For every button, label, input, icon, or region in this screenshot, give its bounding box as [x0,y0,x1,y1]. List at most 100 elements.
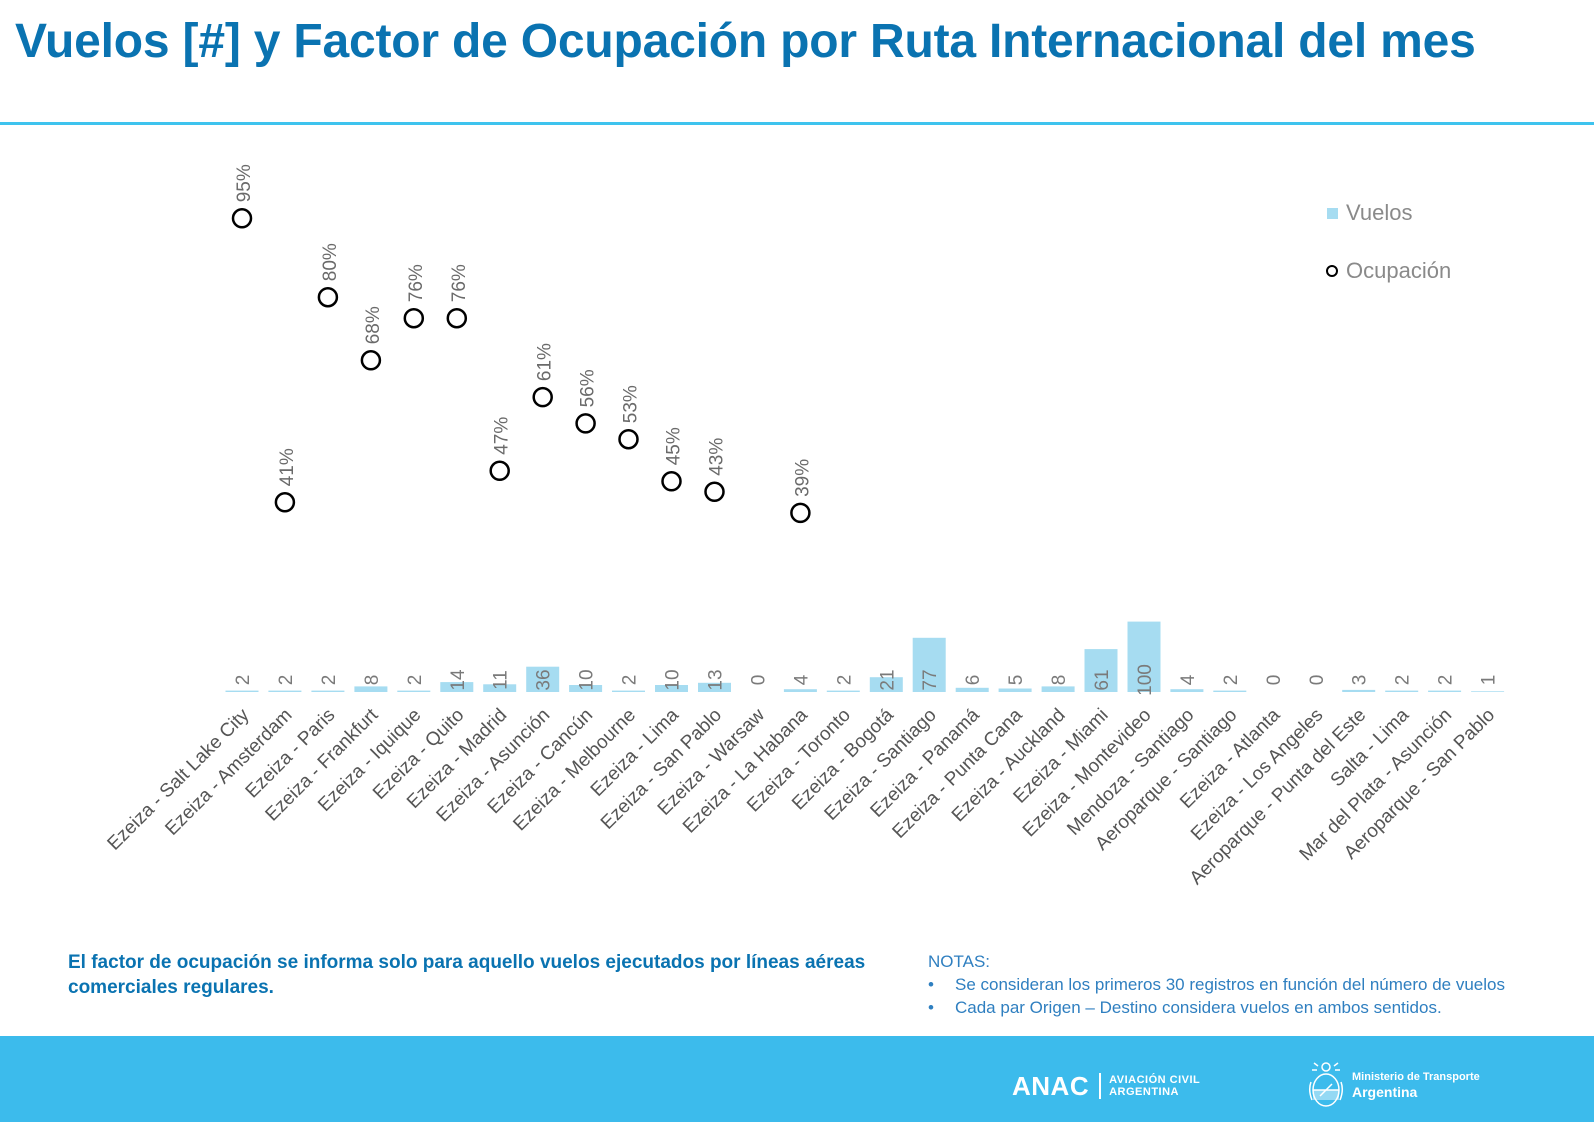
bar-vuelos [1342,689,1376,692]
footer-band [0,1036,1594,1122]
bar-vuelos [698,682,731,692]
bar-vuelos [655,685,688,692]
bar-value-label: 21 [877,669,898,690]
bar-value-label: 2 [1221,675,1242,686]
ministerio-text: Ministerio de Transporte Argentina [1352,1070,1480,1101]
point-ocupacion [446,307,468,329]
bar-vuelos [311,690,345,692]
vuelos-value-labels: 2 2 2 8 2 14 11 36 10 2 10 13 0 4 2 21 77 6 5 8 61 100 4 2 0 0 3 2 2… [233,664,1500,696]
bar-value-label: 2 [233,675,254,686]
point-value-label: 56% [578,369,599,407]
bar-vuelos [1471,691,1505,692]
bar-vuelos [569,685,603,692]
bar-vuelos [1041,686,1075,692]
bar-value-label: 14 [448,669,469,691]
point-ocupacion [704,481,725,503]
point-value-label: 47% [492,417,513,455]
bar-vuelos [483,684,517,692]
bar-value-label: 8 [1049,675,1070,686]
bar-value-label: 13 [706,669,727,690]
bar-value-label: 8 [362,675,383,686]
bar-value-label: 0 [1307,675,1328,686]
point-value-label: 80% [320,243,341,281]
bar-value-label: 0 [748,675,769,686]
bar-value-label: 61 [1092,669,1113,690]
bar-vuelos [1084,649,1118,692]
bar-value-label: 4 [1178,674,1199,685]
bar-value-label: 36 [534,669,555,690]
bar-value-label: 6 [963,675,984,686]
bar-value-label: 4 [791,674,812,685]
notes-list: • Se consideran los primeros 30 registros… [928,973,1588,1019]
bar-value-label: 2 [1436,675,1457,686]
anac-wordmark: ANAC [1012,1070,1090,1101]
coat-of-arms-icon [1308,1062,1344,1107]
bar-value-label: 0 [1264,675,1285,686]
bar-vuelos [268,690,302,692]
ministerio-logo: Ministerio de Transporte Argentina [1308,1060,1480,1110]
bar-value-label: 2 [1393,675,1414,686]
notes: NOTAS: • Se consideran los primeros 30 re… [928,950,1588,1019]
legend-label-ocupacion: Ocupación [1346,258,1451,283]
bar-vuelos [912,637,946,692]
bar-vuelos [1170,689,1204,692]
point-value-label: 76% [449,264,470,302]
anac-subtitle: AVIACIÓN CIVIL ARGENTINA [1109,1074,1201,1098]
legend-label-vuelos: Vuelos [1346,200,1412,225]
title-divider [0,122,1594,125]
bar-value-label: 10 [577,669,598,690]
note-item: • Se consideran los primeros 30 registros… [928,975,1505,994]
bar-value-label: 11 [491,670,512,690]
bar-vuelos [826,690,860,692]
bar-value-label: 3 [1350,675,1371,686]
bar-value-label: 100 [1135,664,1156,696]
bar-vuelos [526,666,560,692]
ocupacion-points [231,208,811,524]
bar-value-label: 2 [276,675,297,686]
bar-value-label: 1 [1479,675,1500,686]
chart: 2 2 2 8 2 14 11 36 10 2 10 13 0 4 2 21 77 6 5 8 61 100 4 2 0 0 3 2 2… [104,164,1505,889]
anac-separator [1099,1073,1102,1099]
ministerio-line1: Ministerio de Transporte [1352,1070,1480,1083]
legend-swatch-ocupacion [1326,265,1338,277]
bar-vuelos [869,677,903,692]
point-value-label: 43% [707,438,728,476]
point-ocupacion [231,208,253,229]
point-ocupacion [661,471,682,492]
point-value-label: 76% [406,264,427,302]
bar-value-label: 77 [920,669,941,690]
point-ocupacion [618,428,639,450]
ministerio-line2: Argentina [1352,1083,1418,1100]
point-ocupacion [360,350,382,371]
vuelos-bars [225,621,1505,692]
point-value-label: 61% [535,343,556,381]
point-ocupacion [575,413,596,434]
bar-vuelos [440,682,474,692]
anac-logo: ANAC AVIACIÓN CIVIL ARGENTINA [1012,1070,1200,1102]
bar-value-label: 10 [663,669,684,690]
bar-vuelos [397,690,431,692]
bar-vuelos [612,690,645,692]
point-ocupacion [532,386,553,408]
chart-legend: Vuelos Ocupación [1326,200,1451,283]
ocupacion-value-labels: 95% 41% 80% 68% 76% 76% 47% 61% 56% 53% 45% 43% 39% [234,164,813,497]
note-item: • Cada par Origen – Destino considera vue… [928,998,1442,1017]
bar-vuelos [998,688,1032,692]
point-ocupacion [274,492,296,513]
bar-value-label: 2 [405,675,426,686]
bar-vuelos [1213,690,1247,692]
point-value-label: 39% [792,459,813,497]
bar-value-label: 5 [1006,675,1027,686]
point-ocupacion [489,460,510,482]
bar-vuelos [354,686,388,692]
bar-vuelos [1428,690,1462,692]
point-ocupacion [317,286,339,308]
bar-value-label: 2 [319,675,340,686]
point-ocupacion [790,502,811,524]
bar-vuelos [225,690,259,692]
point-value-label: 68% [363,306,384,344]
bar-value-label: 2 [620,675,641,686]
point-value-label: 53% [621,385,642,423]
bar-vuelos [1127,621,1161,692]
